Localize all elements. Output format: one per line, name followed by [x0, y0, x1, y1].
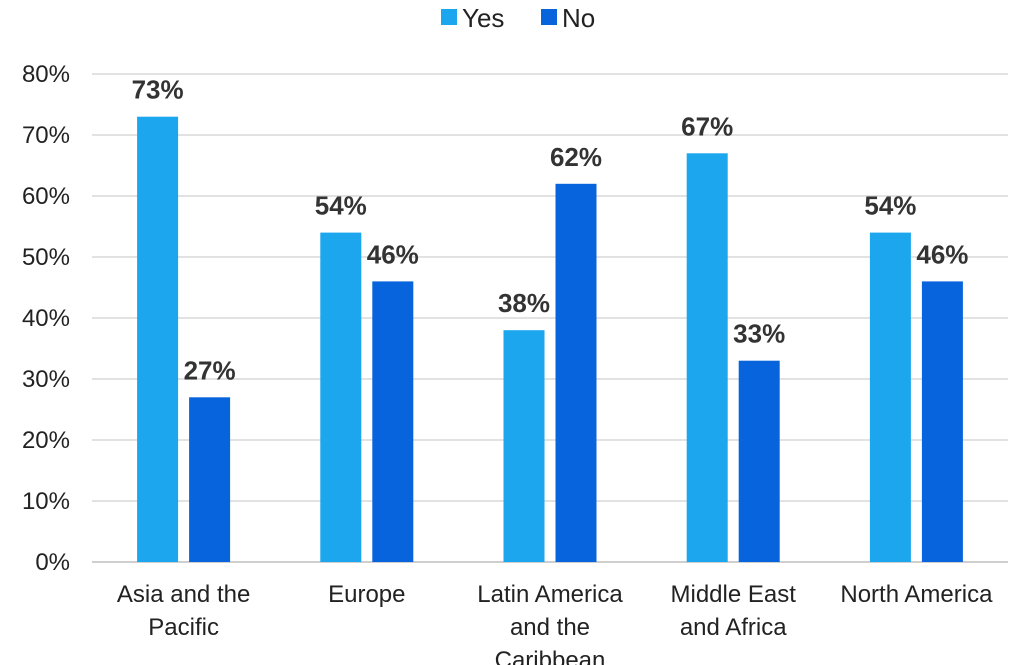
x-axis: Asia and the Pacific Europe Latin America an…: [117, 581, 993, 665]
bar-no: [738, 360, 780, 562]
bar-no: [189, 397, 231, 562]
data-label: 46%: [916, 239, 968, 269]
y-tick-label: 70%: [22, 122, 70, 149]
bar-yes: [137, 116, 179, 562]
bar-yes: [869, 232, 911, 562]
data-label: 54%: [864, 191, 916, 221]
y-tick-label: 60%: [22, 183, 70, 210]
bar-no: [372, 281, 414, 562]
data-label: 73%: [132, 75, 184, 105]
data-label: 54%: [315, 191, 367, 221]
y-tick-label: 40%: [22, 305, 70, 332]
y-tick-label: 20%: [22, 427, 70, 454]
bars: [137, 116, 963, 563]
legend-label-yes: Yes: [462, 3, 504, 33]
data-label: 38%: [498, 288, 550, 318]
data-label: 33%: [733, 319, 785, 349]
data-label: 67%: [681, 111, 733, 141]
data-label: 27%: [184, 355, 236, 385]
x-category-label: Asia and the Pacific: [117, 581, 250, 641]
legend-label-no: No: [562, 3, 595, 33]
y-tick-label: 10%: [22, 488, 70, 515]
bar-yes: [320, 232, 362, 562]
data-label: 62%: [550, 142, 602, 172]
x-category-label: Middle East and Africa: [671, 581, 797, 641]
bar-yes: [503, 330, 545, 562]
legend-swatch-yes: [441, 9, 457, 25]
x-category-label: North America: [840, 581, 993, 608]
data-labels: 73%27%54%46%38%62%67%33%54%46%: [132, 75, 969, 386]
y-tick-label: 30%: [22, 366, 70, 393]
bar-no: [555, 183, 597, 563]
legend: Yes No: [441, 3, 595, 33]
gridlines: [92, 73, 1008, 563]
x-category-label: Latin America and the Caribbean: [477, 581, 623, 665]
y-axis: 0% 10% 20% 30% 40% 50% 60% 70% 80%: [22, 61, 70, 576]
legend-swatch-no: [541, 9, 557, 25]
bar-no: [921, 281, 963, 562]
data-label: 46%: [367, 239, 419, 269]
x-category-label: Europe: [328, 581, 405, 608]
bar-yes: [686, 153, 728, 563]
y-tick-label: 50%: [22, 244, 70, 271]
y-tick-label: 80%: [22, 61, 70, 88]
y-tick-label: 0%: [35, 549, 70, 576]
